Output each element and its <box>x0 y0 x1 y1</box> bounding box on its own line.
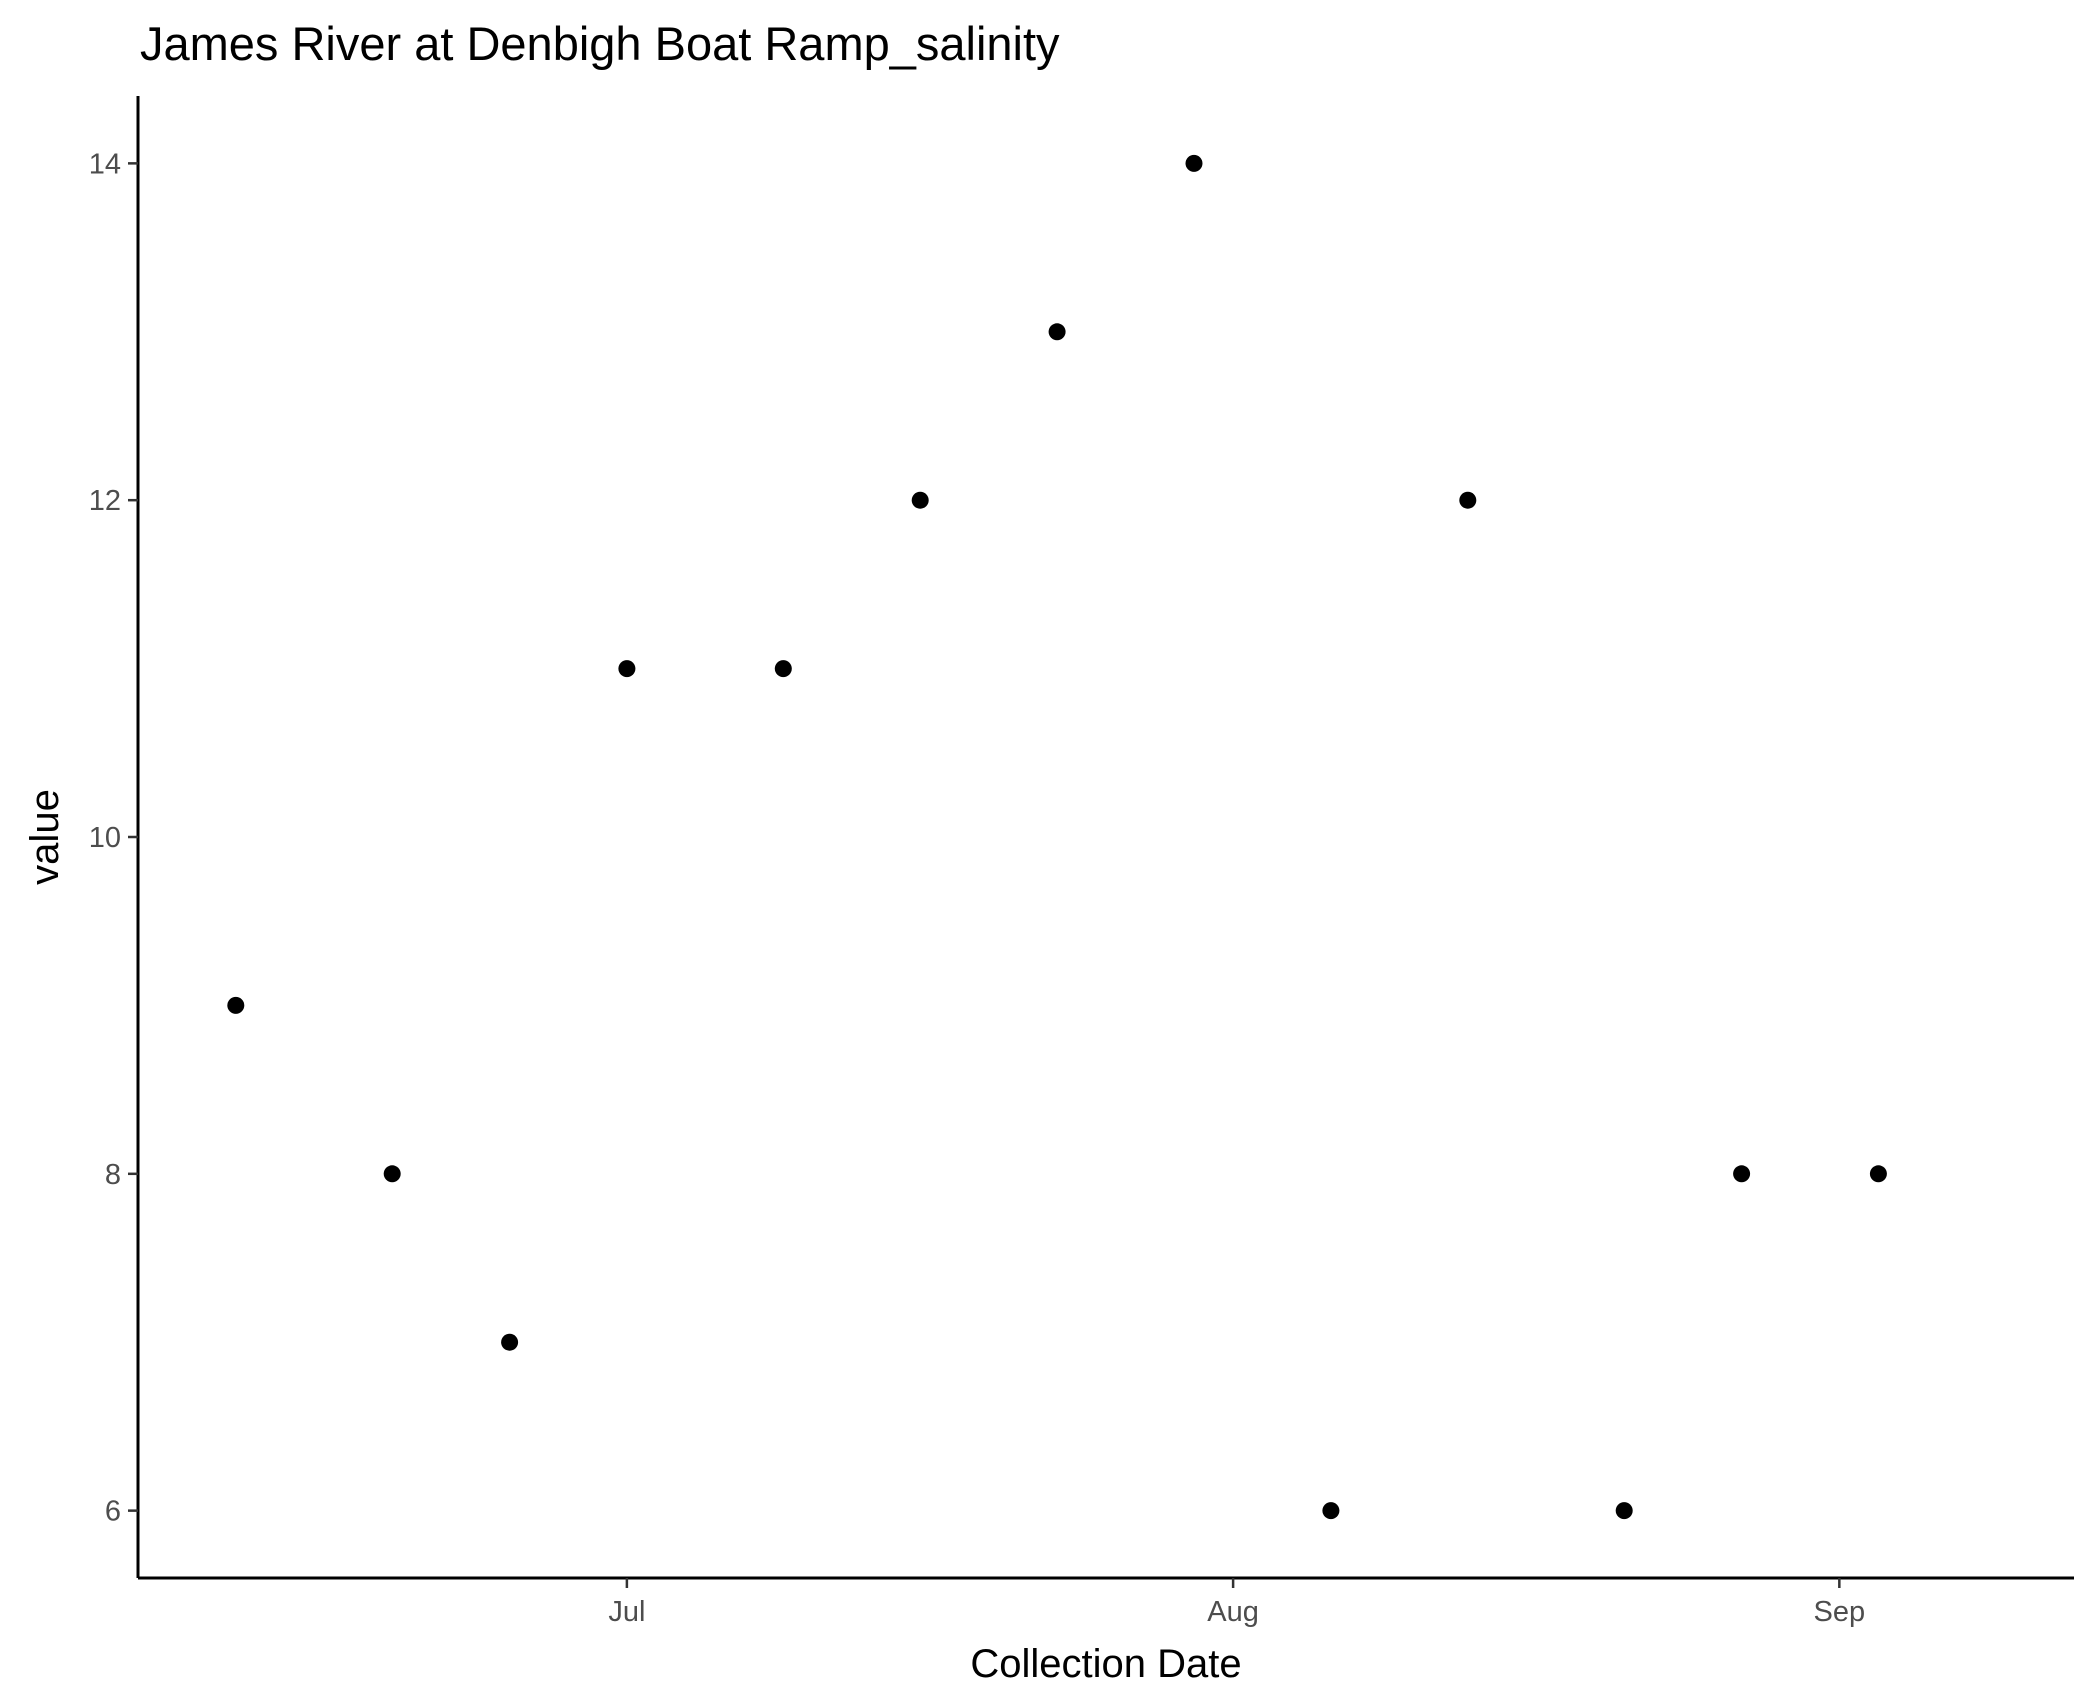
y-tick-label-8: 8 <box>105 1159 121 1191</box>
x-axis-title: Collection Date <box>970 1642 1241 1686</box>
data-point-13 <box>1869 1165 1887 1183</box>
data-point-3 <box>501 1333 519 1351</box>
points-layer <box>227 154 1887 1520</box>
x-tick-label-aug: Aug <box>1207 1596 1259 1628</box>
y-axis-title: value <box>23 789 67 885</box>
data-point-1 <box>227 996 245 1014</box>
y-tick-label-14: 14 <box>89 148 121 180</box>
data-point-4 <box>618 660 636 678</box>
data-point-8 <box>1185 154 1203 172</box>
data-point-5 <box>774 660 792 678</box>
x-axis-ticks: Jul Aug Sep <box>608 1578 1865 1628</box>
y-axis-ticks: 6 8 10 12 14 <box>89 148 138 1528</box>
data-point-9 <box>1322 1502 1340 1520</box>
y-tick-label-10: 10 <box>89 822 121 854</box>
data-point-12 <box>1733 1165 1751 1183</box>
x-tick-label-sep: Sep <box>1814 1596 1866 1628</box>
chart-title: James River at Denbigh Boat Ramp_salinit… <box>140 17 1060 70</box>
data-point-6 <box>911 491 929 509</box>
data-point-2 <box>383 1165 401 1183</box>
data-point-11 <box>1615 1502 1633 1520</box>
data-point-7 <box>1048 323 1066 341</box>
y-tick-label-12: 12 <box>89 485 121 517</box>
data-point-10 <box>1459 491 1477 509</box>
y-tick-label-6: 6 <box>105 1496 121 1528</box>
x-tick-label-jul: Jul <box>608 1596 645 1628</box>
